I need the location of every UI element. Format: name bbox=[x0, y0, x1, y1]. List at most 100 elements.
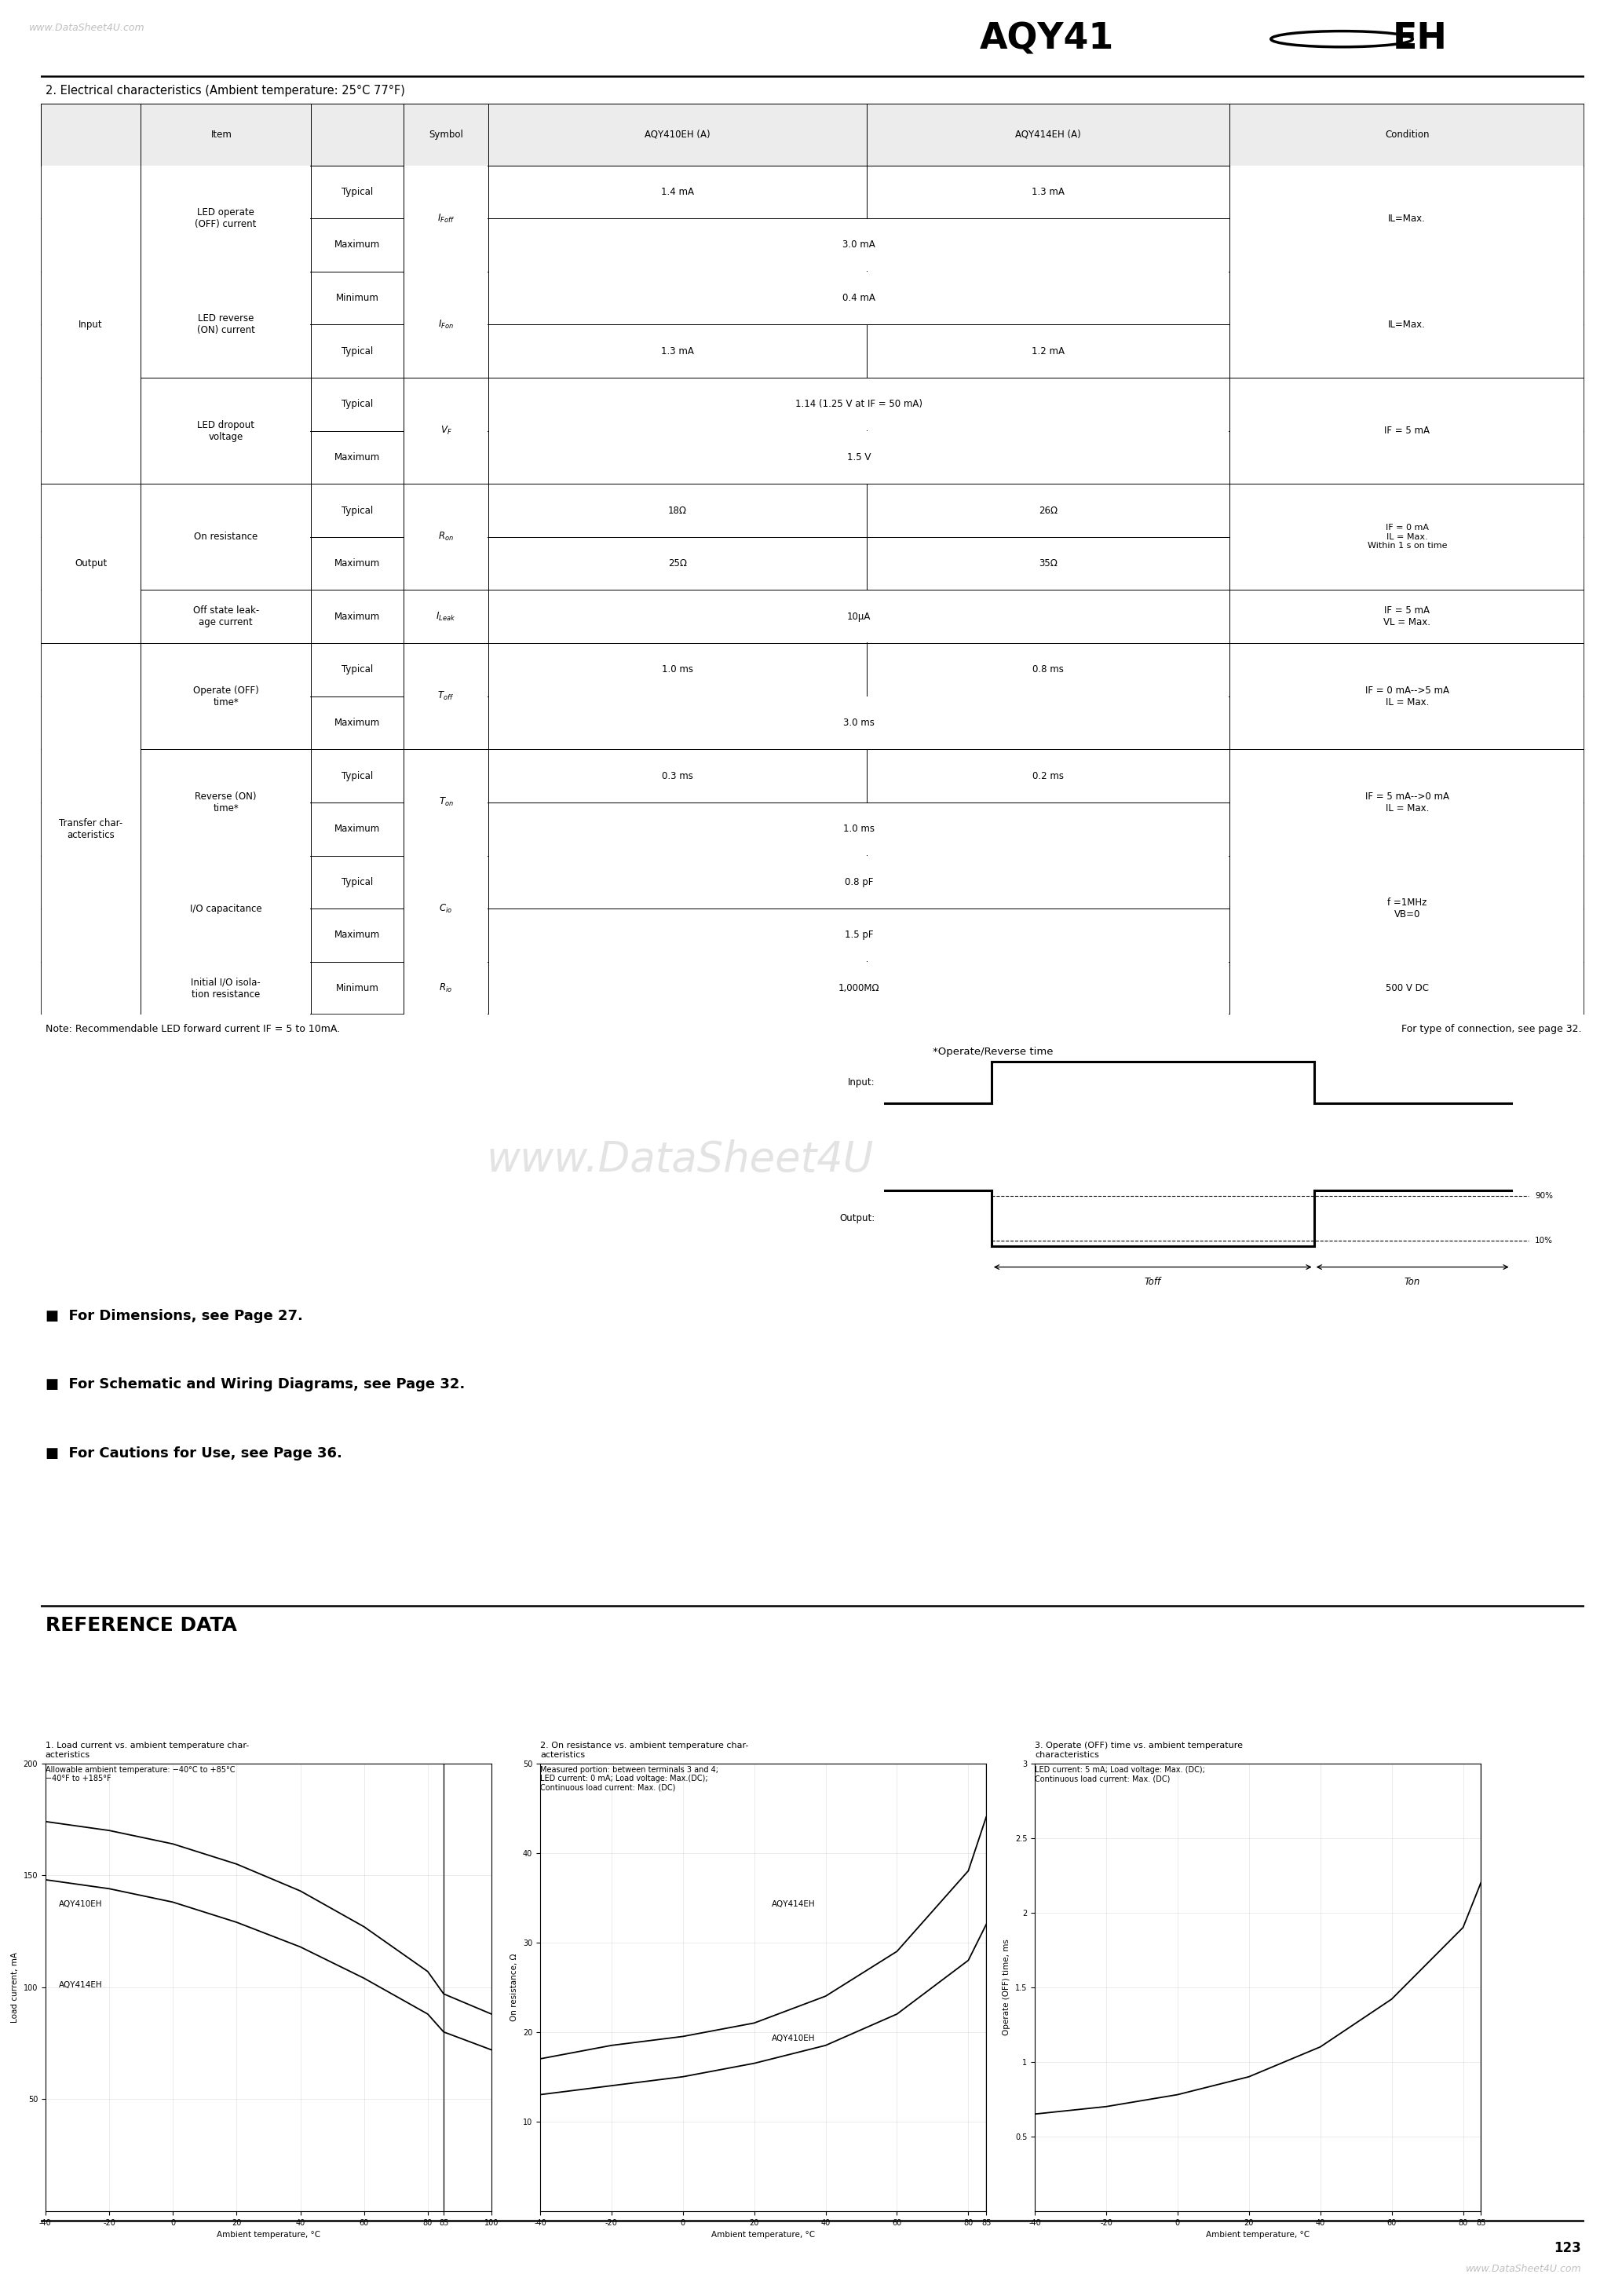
Text: LED dropout
voltage: LED dropout voltage bbox=[198, 420, 255, 441]
Bar bbox=[404, 379, 488, 484]
Text: $R_{on}$: $R_{on}$ bbox=[438, 530, 454, 542]
Text: 3. Operate (OFF) time vs. ambient temperature
characteristics: 3. Operate (OFF) time vs. ambient temper… bbox=[1035, 1743, 1242, 1759]
Text: IF = 5 mA-->0 mA
IL = Max.: IF = 5 mA-->0 mA IL = Max. bbox=[1366, 792, 1448, 813]
Text: LED operate
(OFF) current: LED operate (OFF) current bbox=[195, 207, 256, 230]
Text: 3.0 mA: 3.0 mA bbox=[842, 239, 876, 250]
Bar bbox=[490, 856, 1229, 909]
Bar bbox=[1231, 484, 1585, 590]
Text: Allowable ambient temperature: −40°C to +85°C
−40°F to +185°F: Allowable ambient temperature: −40°C to … bbox=[45, 1766, 235, 1782]
Text: AQY414EH (A): AQY414EH (A) bbox=[1015, 129, 1080, 140]
Text: 1. Load current vs. ambient temperature char-
acteristics: 1. Load current vs. ambient temperature … bbox=[45, 1743, 248, 1759]
Text: AQY410EH (A): AQY410EH (A) bbox=[644, 129, 710, 140]
Text: Input: Input bbox=[79, 319, 102, 331]
Bar bbox=[41, 103, 1585, 165]
Text: Maximum: Maximum bbox=[334, 930, 380, 941]
Bar bbox=[141, 962, 310, 1015]
Text: 1.5 pF: 1.5 pF bbox=[845, 930, 873, 941]
Text: 18Ω: 18Ω bbox=[668, 505, 688, 517]
Text: www.DataSheet4U.com: www.DataSheet4U.com bbox=[1466, 2264, 1581, 2273]
Bar bbox=[490, 432, 1229, 484]
Text: ■  For Dimensions, see Page 27.: ■ For Dimensions, see Page 27. bbox=[45, 1309, 303, 1322]
Text: 1.3 mA: 1.3 mA bbox=[662, 347, 694, 356]
Text: $T_{on}$: $T_{on}$ bbox=[438, 797, 453, 808]
Y-axis label: Operate (OFF) time, ms: Operate (OFF) time, ms bbox=[1002, 1938, 1011, 2037]
X-axis label: Ambient temperature, °C: Ambient temperature, °C bbox=[217, 2232, 320, 2239]
Bar bbox=[490, 696, 1229, 748]
Text: 35Ω: 35Ω bbox=[1038, 558, 1058, 569]
Text: $C_{io}$: $C_{io}$ bbox=[440, 902, 453, 914]
Text: 0.4 mA: 0.4 mA bbox=[842, 294, 876, 303]
Text: 0.3 ms: 0.3 ms bbox=[662, 771, 693, 781]
Text: Minimum: Minimum bbox=[336, 294, 378, 303]
Bar bbox=[490, 909, 1229, 962]
Text: ■  For Cautions for Use, see Page 36.: ■ For Cautions for Use, see Page 36. bbox=[45, 1446, 342, 1460]
Text: $T_{off}$: $T_{off}$ bbox=[438, 691, 454, 703]
Text: 0.2 ms: 0.2 ms bbox=[1032, 771, 1064, 781]
Text: Reverse (ON)
time*: Reverse (ON) time* bbox=[195, 792, 256, 813]
Text: I/O capacitance: I/O capacitance bbox=[190, 905, 261, 914]
Bar bbox=[490, 804, 1229, 854]
Text: Output:: Output: bbox=[840, 1212, 874, 1224]
Bar bbox=[490, 590, 1229, 643]
Text: *Operate/Reverse time: *Operate/Reverse time bbox=[933, 1047, 1053, 1056]
Text: AQY41: AQY41 bbox=[980, 21, 1114, 57]
Bar bbox=[404, 165, 488, 271]
Bar bbox=[404, 751, 488, 854]
Bar bbox=[1231, 643, 1585, 748]
Text: 123: 123 bbox=[1554, 2241, 1581, 2255]
Text: IF = 5 mA: IF = 5 mA bbox=[1384, 425, 1431, 436]
Text: ■  For Schematic and Wiring Diagrams, see Page 32.: ■ For Schematic and Wiring Diagrams, see… bbox=[45, 1378, 466, 1391]
Text: 0.8 ms: 0.8 ms bbox=[1033, 664, 1064, 675]
Bar bbox=[490, 962, 1229, 1015]
Text: Ton: Ton bbox=[1405, 1277, 1421, 1286]
Text: Typical: Typical bbox=[341, 186, 373, 197]
Text: 1.0 ms: 1.0 ms bbox=[843, 824, 874, 833]
Bar bbox=[1231, 271, 1585, 377]
Text: Maximum: Maximum bbox=[334, 452, 380, 461]
Text: www.DataSheet4U: www.DataSheet4U bbox=[487, 1139, 874, 1180]
Text: 500 V DC: 500 V DC bbox=[1385, 983, 1429, 994]
Bar bbox=[404, 484, 488, 590]
Text: AQY414EH: AQY414EH bbox=[58, 1981, 102, 1988]
X-axis label: Ambient temperature, °C: Ambient temperature, °C bbox=[712, 2232, 814, 2239]
Bar bbox=[141, 590, 310, 643]
Text: Symbol: Symbol bbox=[428, 129, 464, 140]
Text: Typical: Typical bbox=[341, 877, 373, 886]
Text: $I_{Foff}$: $I_{Foff}$ bbox=[438, 214, 454, 225]
Bar bbox=[41, 484, 139, 643]
Text: Maximum: Maximum bbox=[334, 719, 380, 728]
Text: 26Ω: 26Ω bbox=[1038, 505, 1058, 517]
Text: 1.0 ms: 1.0 ms bbox=[662, 664, 693, 675]
Bar bbox=[41, 643, 139, 1015]
Text: 2. On resistance vs. ambient temperature char-
acteristics: 2. On resistance vs. ambient temperature… bbox=[540, 1743, 748, 1759]
Text: Maximum: Maximum bbox=[334, 824, 380, 833]
Text: For type of connection, see page 32.: For type of connection, see page 32. bbox=[1401, 1024, 1581, 1033]
Bar bbox=[404, 643, 488, 748]
Bar bbox=[404, 271, 488, 377]
Text: AQY414EH: AQY414EH bbox=[772, 1901, 816, 1908]
Text: Output: Output bbox=[75, 558, 107, 569]
Text: 25Ω: 25Ω bbox=[668, 558, 688, 569]
Text: f =1MHz
VB=0: f =1MHz VB=0 bbox=[1387, 898, 1427, 921]
Bar bbox=[490, 218, 1229, 271]
Text: REFERENCE DATA: REFERENCE DATA bbox=[45, 1616, 237, 1635]
Bar bbox=[1231, 379, 1585, 484]
Text: IF = 5 mA
VL = Max.: IF = 5 mA VL = Max. bbox=[1384, 606, 1431, 627]
Text: IF = 0 mA
IL = Max.
Within 1 s on time: IF = 0 mA IL = Max. Within 1 s on time bbox=[1367, 523, 1447, 551]
Text: 2. Electrical characteristics (Ambient temperature: 25°C 77°F): 2. Electrical characteristics (Ambient t… bbox=[45, 85, 406, 96]
Text: $I_{Fon}$: $I_{Fon}$ bbox=[438, 319, 454, 331]
Bar bbox=[141, 165, 310, 271]
Bar bbox=[141, 484, 310, 590]
Text: $R_{io}$: $R_{io}$ bbox=[440, 983, 453, 994]
Bar bbox=[490, 271, 1229, 324]
Text: IL=Max.: IL=Max. bbox=[1388, 319, 1426, 331]
Y-axis label: Load current, mA: Load current, mA bbox=[11, 1952, 19, 2023]
Text: 1.3 mA: 1.3 mA bbox=[1032, 186, 1064, 197]
X-axis label: Ambient temperature, °C: Ambient temperature, °C bbox=[1207, 2232, 1309, 2239]
Text: LED current: 5 mA; Load voltage: Max. (DC);
Continuous load current: Max. (DC): LED current: 5 mA; Load voltage: Max. (D… bbox=[1035, 1766, 1205, 1782]
Bar bbox=[141, 856, 310, 962]
Bar bbox=[1231, 962, 1585, 1015]
Text: Toff: Toff bbox=[1145, 1277, 1161, 1286]
Bar bbox=[1231, 751, 1585, 854]
Text: www.DataSheet4U.com: www.DataSheet4U.com bbox=[29, 23, 144, 32]
